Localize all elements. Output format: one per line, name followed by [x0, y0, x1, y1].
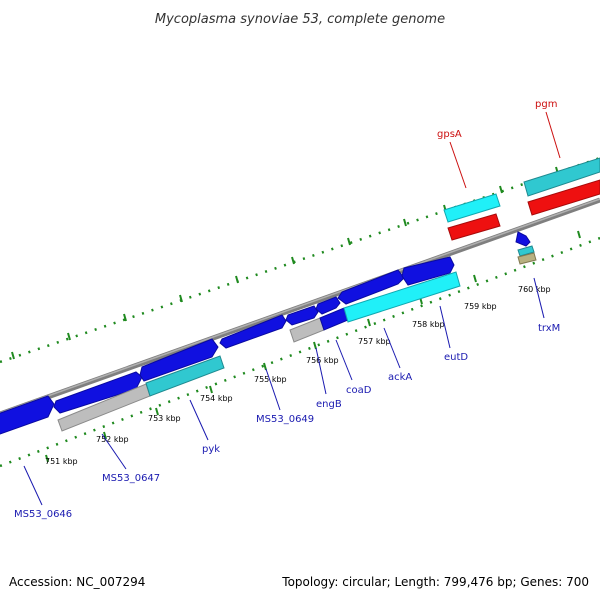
outer-major-ticks: [11, 166, 559, 360]
gene-label-ms53-0647: MS53_0647: [102, 473, 160, 484]
leader-line: [265, 368, 281, 411]
forward-strand-features[interactable]: [0, 231, 531, 435]
leader-line: [101, 433, 127, 470]
gene-label-pyk: pyk: [202, 444, 220, 455]
cds-feature: [219, 314, 287, 349]
gene-label-engb: engB: [316, 399, 342, 410]
gene-label-ms53-0649: MS53_0649: [256, 414, 314, 425]
inner-major-tick: [209, 385, 213, 394]
cds-feature: [515, 231, 531, 247]
outer-major-tick: [11, 351, 15, 360]
inner-major-tick: [313, 341, 317, 350]
accession-text: Accession: NC_007294: [9, 575, 145, 589]
scale-label-752: 752 kbp: [96, 435, 129, 444]
leader-line: [315, 347, 327, 395]
leader-line: [23, 465, 43, 506]
cds-feature: [523, 157, 600, 197]
outer-major-tick: [179, 294, 183, 303]
label-leader-lines: [23, 111, 561, 506]
inner-major-tick: [263, 362, 267, 371]
outer-major-tick: [403, 218, 407, 227]
scale-label-759: 759 kbp: [464, 302, 497, 311]
gene-label-coad: coaD: [346, 385, 372, 396]
cds-feature: [285, 305, 319, 326]
cds-feature: [517, 252, 537, 265]
cds-feature: [443, 193, 501, 223]
inner-major-tick: [367, 318, 371, 327]
genome-backbone: [0, 197, 600, 417]
leader-line: [335, 339, 353, 381]
scale-label-757: 757 kbp: [358, 337, 391, 346]
gene-label-acka: ackA: [388, 372, 412, 383]
scale-label-756: 756 kbp: [306, 356, 339, 365]
topology-summary: Topology: circular; Length: 799,476 bp; …: [281, 575, 589, 589]
cds-feature: [0, 395, 55, 435]
cds-feature: [527, 179, 600, 216]
leader-line: [189, 399, 209, 441]
scale-label-760: 760 kbp: [518, 285, 551, 294]
outer-major-tick: [123, 313, 127, 322]
cds-feature: [337, 269, 405, 305]
scale-label-754: 754 kbp: [200, 394, 233, 403]
inner-major-tick: [473, 274, 477, 283]
inner-major-tick: [45, 454, 49, 463]
outer-major-tick: [235, 275, 239, 284]
cds-feature: [447, 213, 501, 241]
gene-label-pgm: pgm: [535, 99, 557, 110]
leader-line: [449, 141, 467, 189]
outer-major-tick: [347, 237, 351, 246]
cds-feature: [145, 355, 225, 397]
map-title: Mycoplasma synoviae 53, complete genome: [155, 12, 445, 27]
leader-line: [533, 277, 545, 319]
inner-major-ticks: [45, 230, 581, 463]
cds-feature: [517, 245, 535, 257]
cds-feature: [401, 256, 455, 286]
outer-major-tick: [67, 332, 71, 341]
scale-label-751: 751 kbp: [45, 457, 78, 466]
leader-line: [545, 111, 561, 159]
scale-label-753: 753 kbp: [148, 414, 181, 423]
gene-label-eutd: eutD: [444, 352, 468, 363]
inner-major-tick: [103, 431, 107, 440]
cds-feature: [139, 338, 219, 382]
scale-labels: 751 kbp 752 kbp 753 kbp 754 kbp 755 kbp …: [45, 285, 551, 466]
gene-label-trxm: trxM: [538, 323, 560, 334]
inner-tick-ring: [0, 236, 600, 468]
scale-label-755: 755 kbp: [254, 375, 287, 384]
outer-major-tick: [291, 256, 295, 265]
leader-line: [383, 327, 401, 369]
inner-major-tick: [577, 230, 581, 239]
leader-line: [439, 305, 451, 349]
inner-major-tick: [155, 407, 159, 416]
outer-major-tick: [499, 185, 503, 194]
reverse-strand-features[interactable]: [57, 157, 600, 432]
gene-label-ms53-0646: MS53_0646: [14, 509, 72, 520]
cds-feature: [343, 271, 461, 323]
cds-feature: [315, 296, 341, 315]
gene-labels: MS53_0646 MS53_0647 pyk MS53_0649 engB c…: [14, 99, 560, 520]
scale-label-758: 758 kbp: [412, 320, 445, 329]
gene-label-gpsa: gpsA: [437, 129, 462, 140]
